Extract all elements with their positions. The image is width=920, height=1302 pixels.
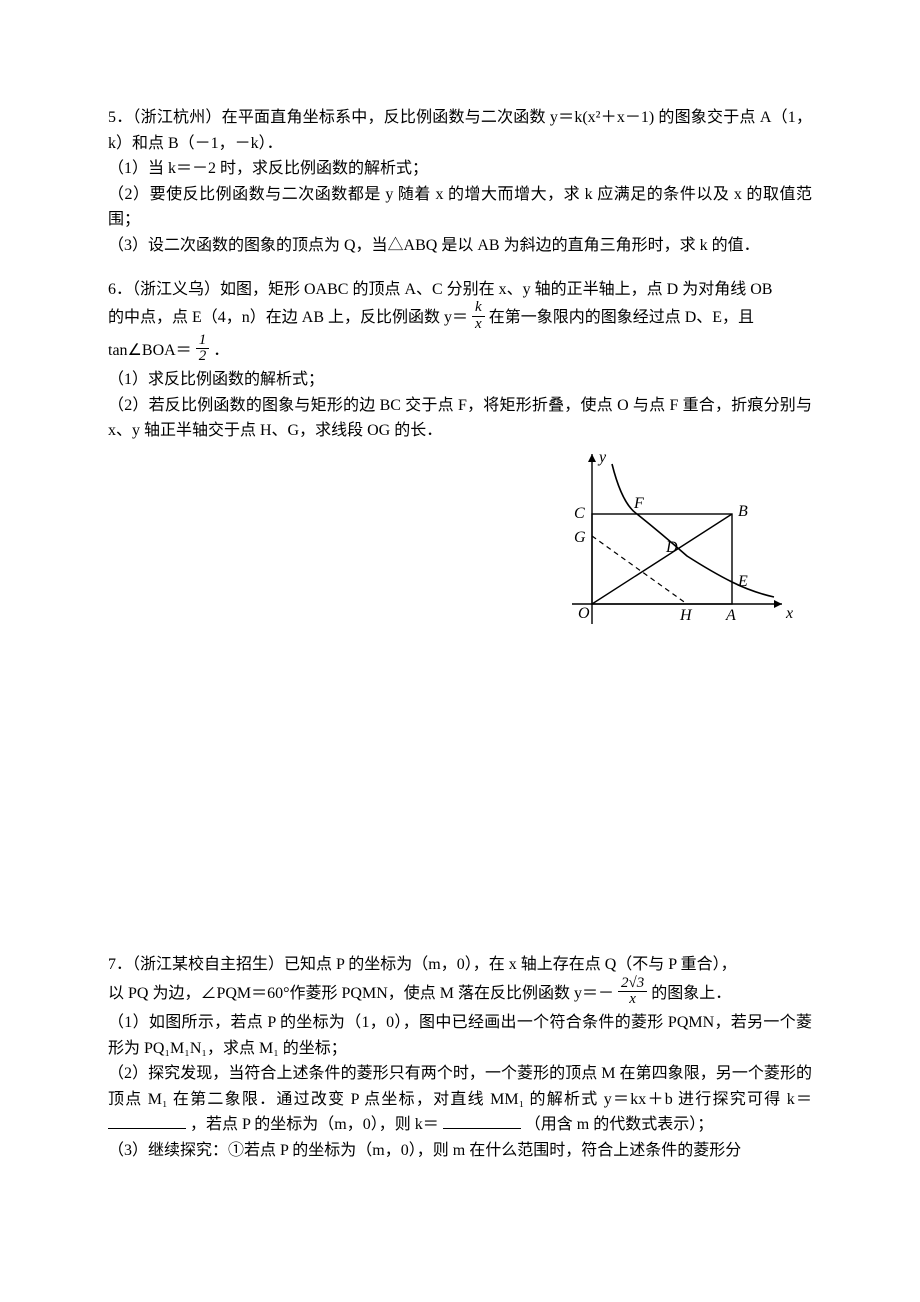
p6-header-line3: tan∠BOA＝ 1 2 ． xyxy=(108,335,812,368)
p5-header: 5．（浙江杭州）在平面直角坐标系中，反比例函数与二次函数 y＝k(x²＋x－1)… xyxy=(108,105,812,156)
p7-blank-1[interactable] xyxy=(108,1128,186,1129)
p6-q2: （2）若反比例函数的图象与矩形的边 BC 交于点 F，将矩形折叠，使点 O 与点… xyxy=(108,393,812,444)
problem-7: 7．（浙江某校自主招生）已知点 P 的坐标为（m，0），在 x 轴上存在点 Q（… xyxy=(108,952,812,1164)
p7-q2-c: （用含 m 的代数式表示）； xyxy=(525,1116,713,1133)
p6-tan-pre: tan∠BOA＝ xyxy=(108,342,192,359)
frac-num: k xyxy=(472,300,485,317)
label-C: C xyxy=(574,505,585,522)
label-O: O xyxy=(578,605,590,622)
spacer xyxy=(108,672,812,952)
label-y: y xyxy=(597,449,607,466)
problem-6: 6．（浙江义乌）如图，矩形 OABC 的顶点 A、C 分别在 x、y 轴的正半轴… xyxy=(108,277,812,654)
p6-frac-half: 1 2 xyxy=(196,333,210,366)
frac-den: x xyxy=(472,317,485,333)
label-B: B xyxy=(738,503,748,520)
label-G: G xyxy=(574,529,586,546)
page: 5．（浙江杭州）在平面直角坐标系中，反比例函数与二次函数 y＝k(x²＋x－1)… xyxy=(0,0,920,1302)
label-x: x xyxy=(785,605,793,622)
p7-header-b-pre: 以 PQ 为边，∠PQM＝60°作菱形 PQMN，使点 M 落在反比例函数 y＝… xyxy=(108,984,614,1001)
label-D: D xyxy=(665,539,678,556)
frac-num: 2√3 xyxy=(618,976,647,993)
frac-num: 1 xyxy=(196,333,210,350)
p7-q1: （1）如图所示，若点 P 的坐标为（1，0），图中已经画出一个符合条件的菱形 P… xyxy=(108,1010,812,1061)
p5-q1: （1）当 k＝－2 时，求反比例函数的解析式； xyxy=(108,156,812,182)
p7-header-b-post: 的图象上． xyxy=(651,984,731,1001)
problem-5: 5．（浙江杭州）在平面直角坐标系中，反比例函数与二次函数 y＝k(x²＋x－1)… xyxy=(108,105,812,259)
p7-q3: （3）继续探究：①若点 P 的坐标为（m，0），则 m 在什么范围时，符合上述条… xyxy=(108,1138,812,1164)
p6-header-line2: 的中点，点 E（4，n）在边 AB 上，反比例函数 y＝ k x 在第一象限内的… xyxy=(108,302,812,335)
p6-header-b-pre: 的中点，点 E（4，n）在边 AB 上，反比例函数 y＝ xyxy=(108,309,468,326)
label-A: A xyxy=(725,607,736,624)
p7-q2-a: （2）探究发现，当符合上述条件的菱形只有两个时，一个菱形的顶点 M 在第四象限，… xyxy=(108,1065,812,1108)
p5-q2: （2）要使反比例函数与二次函数都是 y 随着 x 的增大而增大，求 k 应满足的… xyxy=(108,182,812,233)
p6-figure: y x O H A C G F D B E xyxy=(542,444,802,644)
p5-q3: （3）设二次函数的图象的顶点为 Q，当△ABQ 是以 AB 为斜边的直角三角形时… xyxy=(108,233,812,259)
p7-frac: 2√3 x xyxy=(618,976,647,1009)
p7-header-line1: 7．（浙江某校自主招生）已知点 P 的坐标为（m，0），在 x 轴上存在点 Q（… xyxy=(108,952,812,978)
label-F: F xyxy=(633,495,644,512)
p6-tan-post: ． xyxy=(213,342,229,359)
p6-header-b-post: 在第一象限内的图象经过点 D、E，且 xyxy=(489,309,754,326)
p7-header-line2: 以 PQ 为边，∠PQM＝60°作菱形 PQMN，使点 M 落在反比例函数 y＝… xyxy=(108,978,812,1011)
frac-den: 2 xyxy=(196,349,210,365)
p7-q2: （2）探究发现，当符合上述条件的菱形只有两个时，一个菱形的顶点 M 在第四象限，… xyxy=(108,1061,812,1138)
label-E: E xyxy=(737,573,748,590)
p7-q2-b: ，若点 P 的坐标为（m，0），则 k＝ xyxy=(190,1116,439,1133)
p6-header-line1: 6．（浙江义乌）如图，矩形 OABC 的顶点 A、C 分别在 x、y 轴的正半轴… xyxy=(108,277,812,303)
p7-blank-2[interactable] xyxy=(443,1128,521,1129)
p6-q1: （1）求反比例函数的解析式； xyxy=(108,367,812,393)
label-H: H xyxy=(679,607,693,624)
p6-figure-wrap: y x O H A C G F D B E xyxy=(108,444,812,654)
p6-frac-k-over-x: k x xyxy=(472,300,485,333)
frac-den: x xyxy=(618,992,647,1008)
